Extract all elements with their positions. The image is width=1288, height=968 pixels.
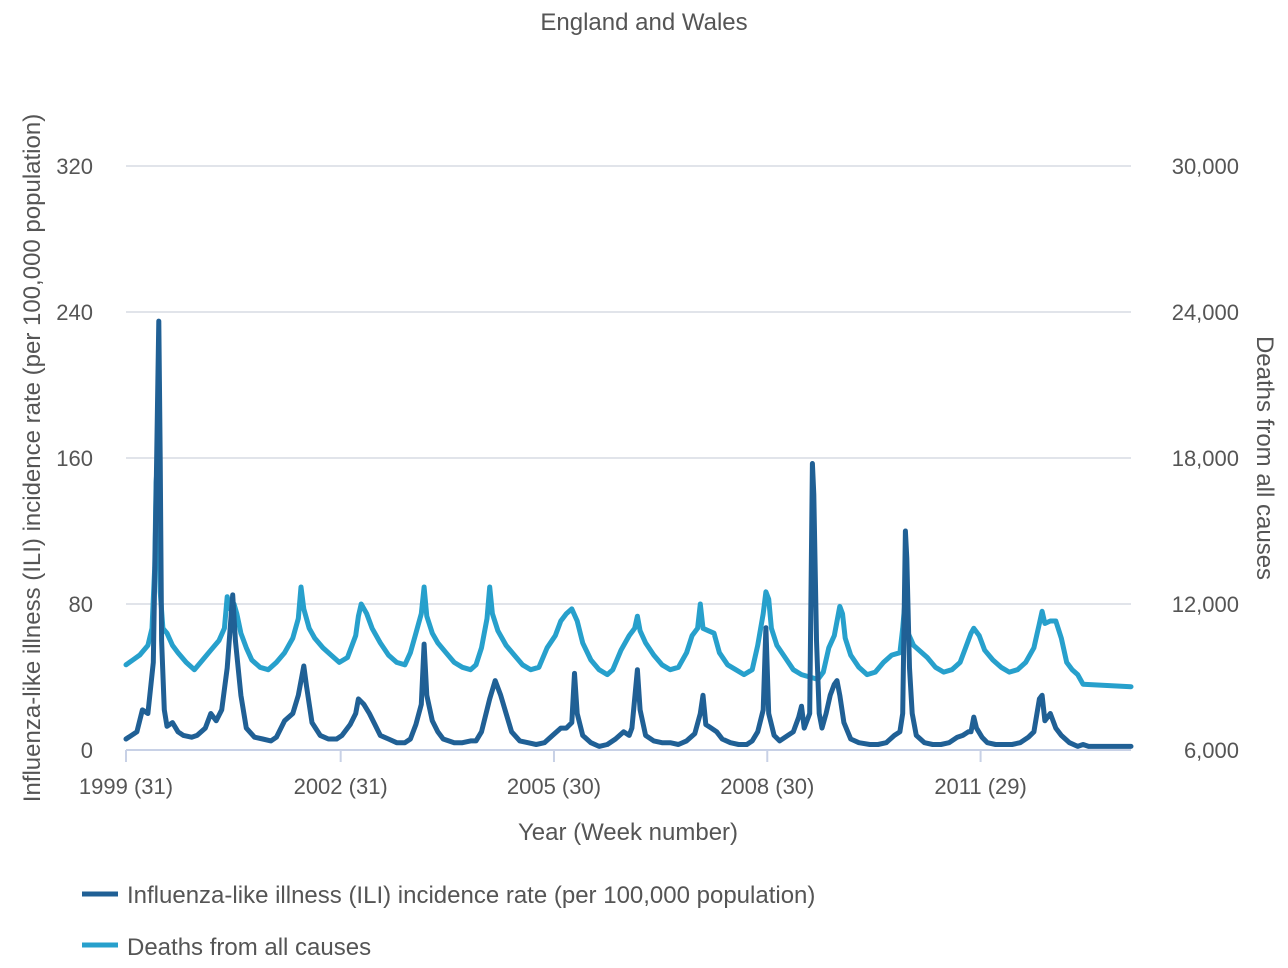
x-tick-label: 1999 (31)	[79, 774, 173, 799]
series-line-ili	[123, 318, 1134, 749]
series-lines	[123, 318, 1134, 749]
y-axis-left-ticks: 0 80 160 240 320	[56, 154, 93, 763]
legend-item-ili[interactable]: Influenza-like illness (ILI) incidence r…	[82, 882, 815, 909]
y-left-tick-label: 320	[56, 154, 93, 179]
y-left-tick-label: 80	[69, 592, 93, 617]
x-tick-label: 2002 (31)	[294, 774, 388, 799]
grid-lines	[126, 165, 1131, 605]
legend: Influenza-like illness (ILI) incidence r…	[82, 882, 815, 961]
x-tick-label: 2011 (29)	[934, 774, 1027, 799]
y-right-tick-label: 30,000	[1172, 154, 1239, 179]
y-right-tick-label: 6,000	[1184, 738, 1239, 763]
series-line-deaths	[123, 460, 1134, 690]
y-axis-right-ticks: 6,000 12,000 18,000 24,000 30,000	[1172, 154, 1239, 763]
y-right-tick-label: 24,000	[1172, 300, 1239, 325]
legend-item-deaths[interactable]: Deaths from all causes	[82, 934, 371, 961]
x-axis-ticks: 1999 (31) 2002 (31) 2005 (30) 2008 (30) 2011…	[79, 750, 1027, 799]
y-left-tick-label: 160	[56, 446, 93, 471]
x-axis-label: Year (Week number)	[518, 819, 738, 846]
chart-title: England and Wales	[540, 9, 747, 36]
legend-label-ili: Influenza-like illness (ILI) incidence r…	[127, 882, 815, 909]
y-left-tick-label: 240	[56, 300, 93, 325]
y-axis-right-label: Deaths from all causes	[1251, 336, 1278, 580]
y-right-tick-label: 12,000	[1172, 592, 1239, 617]
x-tick-label: 2008 (30)	[720, 774, 814, 799]
y-left-tick-label: 0	[81, 738, 93, 763]
y-right-tick-label: 18,000	[1172, 446, 1239, 471]
y-axis-left-label: Influenza-like illness (ILI) incidence r…	[19, 114, 46, 802]
x-tick-label: 2005 (30)	[507, 774, 601, 799]
legend-label-deaths: Deaths from all causes	[127, 934, 371, 961]
